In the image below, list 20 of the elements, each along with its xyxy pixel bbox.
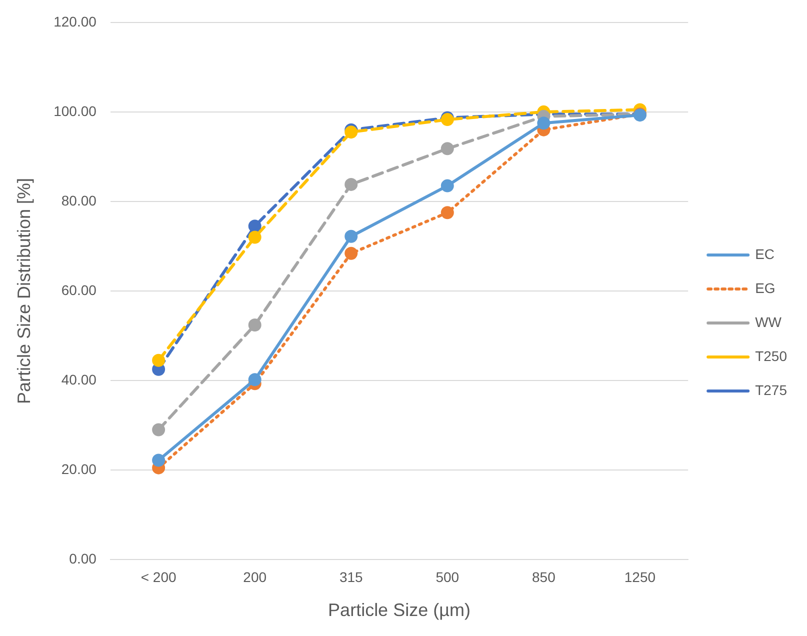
x-tick-label: 850 [532, 568, 556, 585]
x-tick-label: 1250 [624, 568, 656, 585]
y-tick-label: 120.00 [54, 13, 97, 30]
legend-label: T275 [755, 382, 788, 398]
legend-label: WW [755, 314, 782, 330]
legend-label: T250 [755, 348, 788, 364]
y-tick-label: 60.00 [61, 282, 97, 298]
y-tick-label: 40.00 [61, 371, 97, 388]
x-tick-label: < 200 [140, 568, 176, 585]
y-tick-label: 20.00 [61, 460, 97, 477]
x-tick-label: 500 [436, 568, 460, 585]
x-tick-label: 315 [339, 568, 364, 585]
legend-label: EG [755, 280, 776, 296]
legend-label: EC [755, 246, 775, 262]
y-tick-label: 100.00 [54, 102, 97, 119]
y-tick-label: 0.00 [69, 550, 97, 566]
y-tick-label: 80.00 [61, 192, 97, 208]
x-tick-label: 200 [243, 568, 267, 585]
y-axis-title: Particle Size Distribution [%] [14, 178, 34, 404]
x-axis-title: Particle Size (µm) [328, 600, 470, 620]
